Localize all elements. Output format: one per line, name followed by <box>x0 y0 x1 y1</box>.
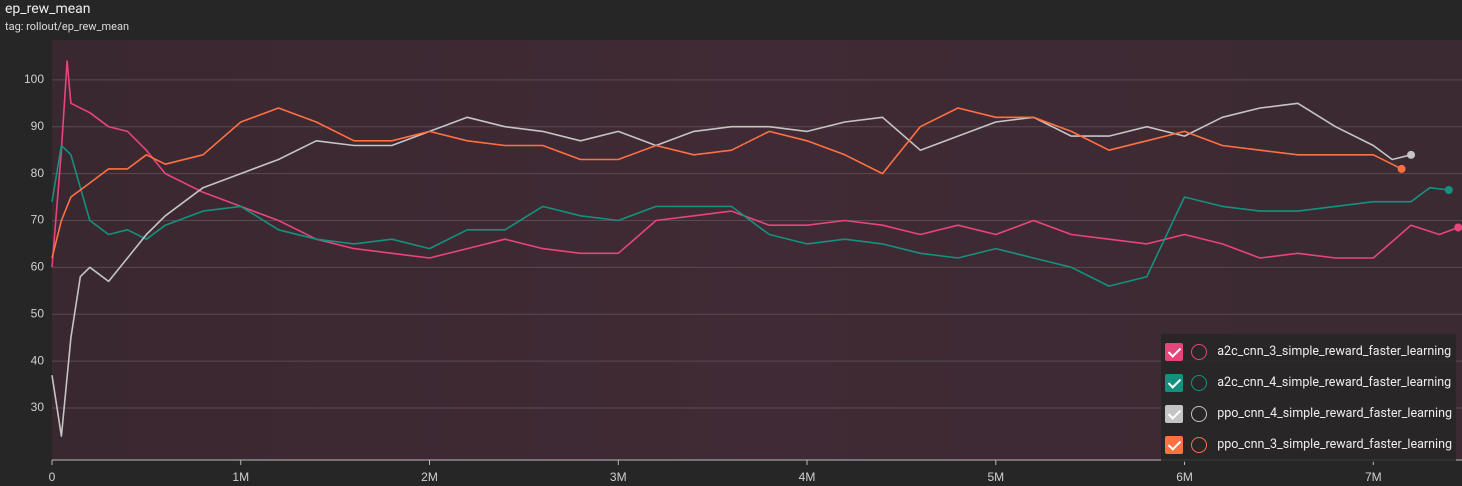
legend-swatch <box>1191 374 1208 391</box>
legend-swatch <box>1191 405 1208 422</box>
legend-checkbox[interactable] <box>1165 435 1184 454</box>
x-tick-label: 3M <box>610 470 627 484</box>
x-tick-label: 0 <box>49 470 56 484</box>
series-end-dot <box>1407 150 1416 159</box>
x-tick-label: 2M <box>421 470 438 484</box>
y-tick-label: 70 <box>31 213 45 227</box>
series-line <box>51 107 1402 259</box>
legend-label: a2c_cnn_3_simple_reward_faster_learning <box>1217 344 1452 359</box>
series-line <box>51 144 1449 287</box>
legend-entry: a2c_cnn_3_simple_reward_faster_learning <box>1165 336 1452 367</box>
x-tick-label: 4M <box>799 470 816 484</box>
y-tick-label: 60 <box>31 260 45 274</box>
legend-entry: ppo_cnn_3_simple_reward_faster_learning <box>1165 429 1452 460</box>
legend-swatch <box>1191 436 1208 453</box>
legend-label: a2c_cnn_4_simple_reward_faster_learning <box>1217 375 1452 390</box>
x-tick-label: 6M <box>1176 470 1193 484</box>
legend-checkbox[interactable] <box>1165 342 1184 361</box>
x-tick-label: 7M <box>1365 470 1382 484</box>
series-end-dot <box>1454 223 1462 232</box>
legend-label: ppo_cnn_3_simple_reward_faster_learning <box>1217 437 1452 452</box>
y-tick-label: 50 <box>31 306 45 320</box>
legend-label: ppo_cnn_4_simple_reward_faster_learning <box>1217 406 1452 421</box>
legend-checkbox[interactable] <box>1165 404 1184 423</box>
y-tick-label: 30 <box>31 400 45 414</box>
series-end-dot <box>1397 164 1406 173</box>
y-tick-label: 80 <box>31 166 45 180</box>
y-tick-label: 90 <box>31 119 45 133</box>
chart-title: ep_rew_mean <box>5 1 91 17</box>
legend-entry: a2c_cnn_4_simple_reward_faster_learning <box>1165 367 1452 398</box>
x-tick-label: 1M <box>232 470 249 484</box>
legend-swatch <box>1191 343 1208 360</box>
series-end-dot <box>1444 186 1453 194</box>
chart-subtitle: tag: rollout/ep_rew_mean <box>5 20 130 33</box>
y-tick-label: 40 <box>31 353 45 367</box>
y-tick-label: 100 <box>24 72 44 86</box>
x-tick-label: 5M <box>987 470 1004 484</box>
legend-checkbox[interactable] <box>1165 373 1184 392</box>
series-line <box>51 60 1459 268</box>
legend-entry: ppo_cnn_4_simple_reward_faster_learning <box>1165 398 1452 429</box>
